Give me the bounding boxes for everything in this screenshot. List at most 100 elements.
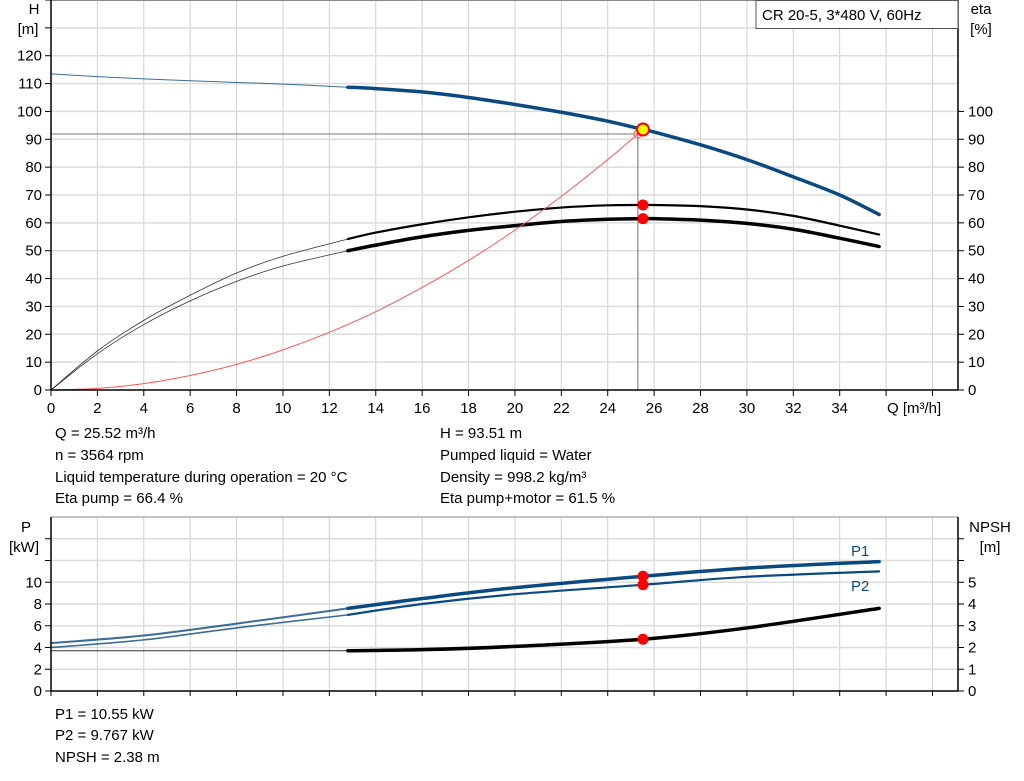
p2-point [637,579,649,591]
p-axis-label: P [21,519,31,536]
x-tick-label: 2 [93,400,101,417]
info-eta-total: Eta pump+motor = 61.5 % [440,490,615,507]
x-tick-label: 4 [140,400,148,417]
y-tick-label: 50 [25,243,42,260]
bottom-axes: 0 2 4 6 8 10 0 1 2 3 4 5 [25,517,976,700]
x-axis-label: Q [m³/h] [887,400,941,417]
info-liquid: Pumped liquid = Water [440,447,592,464]
top-axes: 0102030405060708090100110120010203040506… [17,0,993,417]
npsh-tick-label: 4 [968,596,976,613]
y-axis-unit: [m] [18,21,39,38]
y-tick-label: 20 [25,326,42,343]
npsh-axis-label: NPSH [969,519,1011,536]
p2-curve-thin-segment [50,614,349,649]
p1-curve-thin-segment [50,607,349,645]
x-tick-label: 10 [275,400,292,417]
x-tick-label: 12 [321,400,338,417]
p1-point [637,570,649,582]
x-tick-label: 0 [47,400,55,417]
npsh-point [637,633,649,645]
y2-tick-label: 80 [968,159,985,176]
x-tick-label: 28 [692,400,709,417]
y2-tick-label: 50 [968,243,985,260]
x-tick-label: 6 [186,400,194,417]
x-tick-label: 16 [414,400,431,417]
npsh-tick-label: 5 [968,574,976,591]
x-tick-label: 34 [831,400,848,417]
eta-pump-point [637,199,649,211]
model-label-box [755,0,959,29]
top-grid [51,0,958,390]
y2-tick-label: 20 [968,326,985,343]
info-p1: P1 = 10.55 kW [55,706,155,723]
system-curve-line [50,133,639,391]
info-p2: P2 = 9.767 kW [55,727,155,744]
y2-axis-unit: [%] [970,21,992,38]
x-tick-label: 8 [232,400,240,417]
x-tick-label: 14 [367,400,384,417]
info-q: Q = 25.52 m³/h [55,425,155,442]
y-tick-label: 110 [18,76,42,93]
y2-tick-label: 100 [968,103,993,120]
model-label: CR 20-5, 3*480 V, 60Hz [762,7,922,24]
eta-total-point [637,213,649,225]
y2-tick-label: 60 [968,215,985,232]
info-bottom: P1 = 10.55 kW P2 = 9.767 kW NPSH = 2.38 … [55,706,160,766]
p1-curve-thick-segment [346,559,881,611]
y-tick-label: 90 [25,131,42,148]
info-h: H = 93.51 m [440,425,522,442]
x-tick-label: 24 [599,400,616,417]
x-tick-label: 20 [507,400,524,417]
y-tick-label: 70 [25,187,42,204]
info-top: Q = 25.52 m³/h n = 3564 rpm Liquid tempe… [55,425,615,507]
y-tick-label: 100 [17,103,42,120]
y-tick-label: 80 [25,159,42,176]
y2-tick-label: 70 [968,187,985,204]
p2-curve-thick-segment [346,570,881,616]
y-tick-label: 40 [25,271,42,288]
info-density: Density = 998.2 kg/m³ [440,469,586,486]
top-curves [50,73,881,391]
p-tick-label: 4 [34,640,42,657]
y2-tick-label: 0 [968,382,976,399]
p-axis-unit: [kW] [9,539,39,556]
y2-axis-label: eta [971,1,993,18]
npsh-tick-label: 3 [968,618,976,635]
eta-total-curve-thin-segment [50,250,349,391]
operating-point-marker [635,122,650,137]
npsh-tick-label: 0 [968,683,976,700]
p-tick-label: 6 [34,618,42,635]
y-tick-label: 0 [34,382,42,399]
eta-pump-curve-thick-segment [346,203,881,241]
y-tick-label: 120 [17,48,42,65]
x-tick-label: 30 [739,400,756,417]
info-n: n = 3564 rpm [55,447,144,464]
head-curve-thick-segment [346,85,881,217]
npsh-tick-label: 1 [968,661,976,678]
npsh-axis-unit: [m] [980,539,1001,556]
bottom-grid [51,516,958,691]
eta-pump-curve-thin-segment [50,238,349,391]
p-tick-label: 0 [34,683,42,700]
y-tick-label: 60 [25,215,42,232]
info-npsh: NPSH = 2.38 m [55,749,160,766]
bottom-curves [50,559,881,653]
y2-tick-label: 40 [968,271,985,288]
x-tick-label: 18 [460,400,477,417]
p1-series-label: P1 [851,543,869,560]
p-tick-label: 2 [34,661,42,678]
x-tick-label: 22 [553,400,570,417]
eta-total-curve-thick-segment [346,216,881,253]
y-tick-label: 30 [25,298,42,315]
p-tick-label: 10 [25,574,42,591]
y2-tick-label: 30 [968,298,985,315]
x-tick-label: 26 [646,400,663,417]
y-tick-label: 10 [25,354,42,371]
npsh-curve-thick-segment [346,606,881,653]
y2-tick-label: 10 [968,354,985,371]
p2-series-label: P2 [851,578,869,595]
info-eta-pump: Eta pump = 66.4 % [55,490,183,507]
y2-tick-label: 90 [968,131,985,148]
info-temp: Liquid temperature during operation = 20… [55,469,348,486]
